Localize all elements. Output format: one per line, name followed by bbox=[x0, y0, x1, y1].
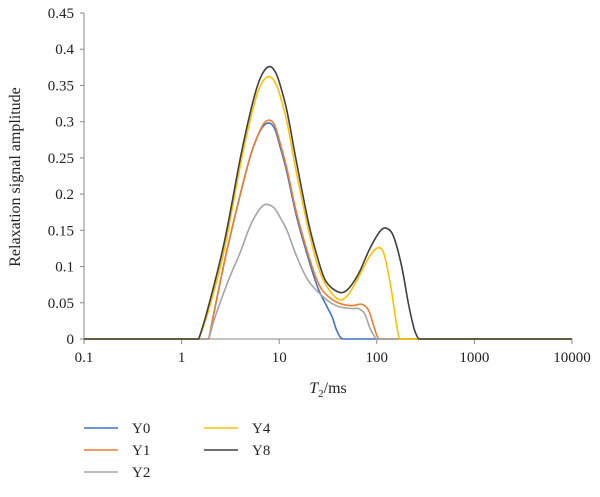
series-line-y8 bbox=[84, 65, 572, 340]
x-axis-label-unit: /ms bbox=[324, 380, 347, 397]
y-axis-label: Relaxation signal amplitude bbox=[7, 87, 24, 267]
x-tick-label: 1000 bbox=[459, 350, 489, 366]
x-axis-label-subscript: 2 bbox=[318, 388, 324, 400]
y-tick-label: 0.4 bbox=[55, 42, 74, 58]
series-line-y0 bbox=[84, 122, 572, 340]
legend: Y0 Y1 Y2 Y4 Y8 bbox=[84, 421, 271, 481]
y-axis: 0 0.05 0.1 0.15 0.2 0.25 0.3 0.35 0.4 0.45 bbox=[48, 6, 85, 348]
x-axis-label-symbol: T bbox=[309, 380, 319, 397]
series-line-y2 bbox=[84, 203, 572, 340]
series-line-y4 bbox=[84, 75, 572, 340]
plot-series bbox=[84, 65, 572, 340]
legend-label-y0: Y0 bbox=[132, 421, 150, 437]
y-tick-label: 0.35 bbox=[48, 78, 74, 94]
y-tick-label: 0.15 bbox=[48, 223, 74, 239]
legend-label-y4: Y4 bbox=[252, 421, 271, 437]
y-tick-label: 0.25 bbox=[48, 151, 74, 167]
x-tick-label: 100 bbox=[366, 350, 389, 366]
legend-label-y1: Y1 bbox=[132, 443, 150, 459]
y-tick-label: 0.05 bbox=[48, 296, 74, 312]
x-tick-label: 0.1 bbox=[75, 350, 94, 366]
y-tick-label: 0.1 bbox=[55, 260, 74, 276]
x-tick-label: 10 bbox=[272, 350, 287, 366]
x-axis-label: T2/ms bbox=[309, 380, 347, 400]
y-tick-label: 0.2 bbox=[55, 187, 74, 203]
series-line-y1 bbox=[84, 119, 572, 340]
x-axis: 0.1 1 10 100 1000 10000 bbox=[75, 338, 591, 366]
legend-label-y8: Y8 bbox=[252, 443, 270, 459]
y-tick-label: 0.45 bbox=[48, 6, 74, 22]
x-tick-label: 1 bbox=[178, 350, 186, 366]
y-tick-label: 0.3 bbox=[55, 115, 74, 131]
legend-label-y2: Y2 bbox=[132, 465, 150, 481]
x-tick-label: 10000 bbox=[553, 350, 591, 366]
y-tick-label: 0 bbox=[67, 332, 75, 348]
